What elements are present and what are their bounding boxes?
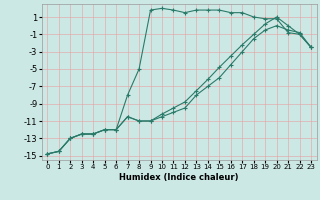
X-axis label: Humidex (Indice chaleur): Humidex (Indice chaleur) [119,173,239,182]
